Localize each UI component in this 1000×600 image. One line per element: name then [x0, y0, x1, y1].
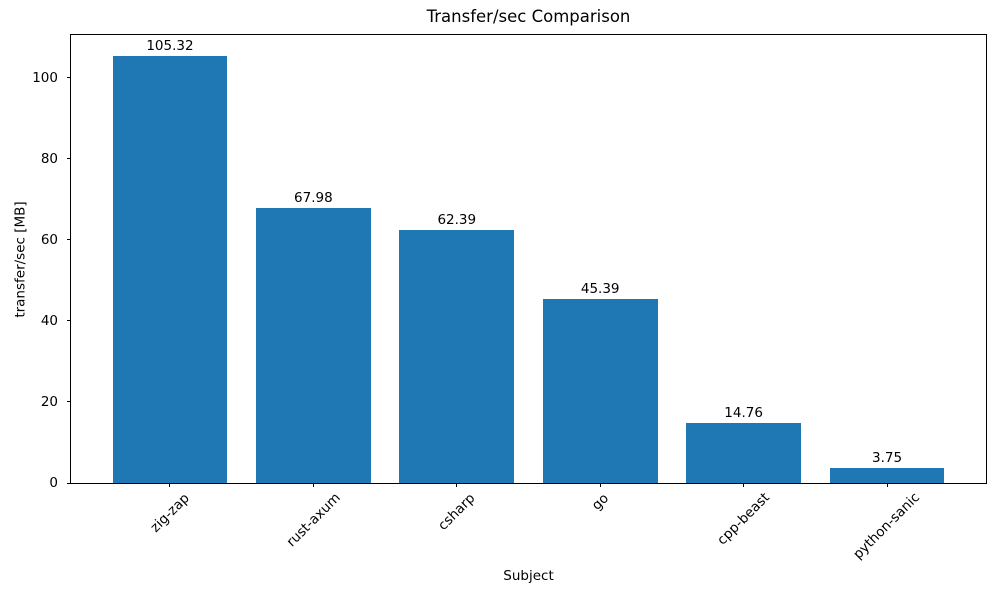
y-tick-label: 20 [40, 393, 58, 410]
bar-value-label: 105.32 [146, 38, 194, 55]
y-tick-mark [67, 239, 71, 241]
x-tick-mark [599, 483, 601, 487]
y-tick-label: 60 [40, 231, 58, 248]
plot-area-frame [70, 34, 987, 484]
x-tick-label: go [588, 489, 612, 514]
x-tick-mark [743, 483, 745, 487]
y-tick-label: 40 [40, 312, 58, 329]
x-tick-label: python-sanic [850, 489, 924, 563]
x-tick-label: rust-axum [283, 489, 344, 551]
chart-title: Transfer/sec Comparison [426, 7, 631, 26]
bar [112, 56, 228, 483]
bar-value-label: 67.98 [294, 189, 333, 206]
y-tick-mark [67, 158, 71, 160]
x-tick-mark [456, 483, 458, 487]
bar [829, 467, 945, 483]
bar-value-label: 62.39 [437, 212, 477, 229]
x-tick-label: cpp-beast [714, 489, 773, 549]
bar [686, 423, 801, 483]
bar-value-label: 45.39 [580, 281, 620, 298]
y-tick-mark [67, 320, 71, 322]
bar-value-label: 14.76 [724, 405, 763, 422]
x-axis-label: Subject [503, 568, 554, 584]
y-tick-mark [67, 77, 71, 79]
y-tick-mark [67, 401, 71, 403]
y-tick-label: 80 [40, 150, 58, 167]
y-tick-mark [67, 482, 71, 484]
y-tick-label: 100 [32, 69, 58, 86]
y-tick-label: 0 [49, 475, 58, 491]
bar [256, 207, 371, 483]
x-tick-mark [169, 483, 171, 487]
y-axis-label: transfer/sec [MB] [12, 200, 29, 318]
bar [399, 230, 515, 483]
x-tick-mark [312, 483, 314, 487]
x-tick-label: zig-zap [147, 489, 193, 536]
bar-value-label: 3.75 [872, 449, 903, 466]
x-tick-mark [886, 483, 888, 487]
bar [542, 299, 658, 483]
plot-area: 105.32 67.98 62.39 45.39 14.76 3.75 0 20 40 60 80 1… [32, 35, 986, 563]
x-tick-label: csharp [435, 489, 479, 534]
